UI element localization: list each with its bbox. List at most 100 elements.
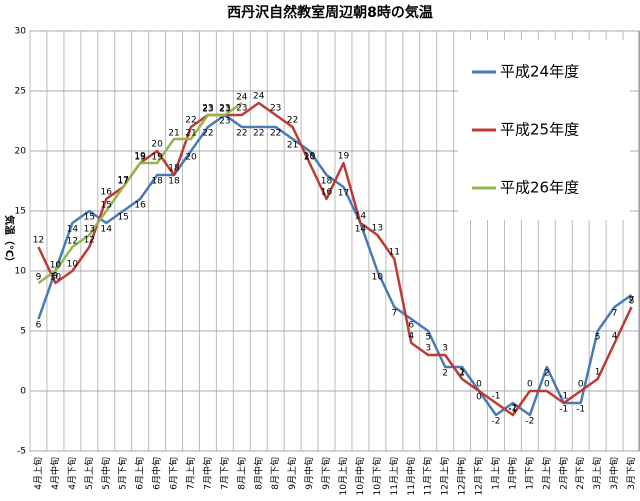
data-label: 11 [389,248,400,258]
data-label: 24 [253,92,265,102]
x-tick-label: 10月上旬 [337,457,349,495]
data-label: 2 [459,369,465,379]
data-label: 14 [355,225,367,235]
data-label: 18 [151,177,163,187]
x-tick-label: 2月中旬 [557,457,569,490]
data-label: 13 [84,225,95,235]
data-label: 23 [202,104,213,114]
data-label: 22 [287,116,298,126]
data-label: 15 [84,213,95,223]
data-label: 12 [67,237,78,247]
data-label: 3 [442,344,448,354]
data-label: 19 [134,152,146,162]
x-tick-label: 11月上旬 [388,457,400,495]
y-tick-label: 5 [20,327,26,337]
data-label: 4 [408,332,414,342]
x-tick-label: 11月中旬 [405,457,417,495]
y-tick-label: 15 [15,207,26,217]
data-label: 22 [185,116,196,126]
x-tick-label: 6月下旬 [168,457,180,490]
x-tick-label: 7月下旬 [218,457,230,490]
data-label: 6 [408,321,414,331]
x-tick-label: 8月中旬 [252,457,264,490]
data-label: 20 [304,153,316,163]
x-tick-label: 4月下旬 [66,457,78,490]
data-label: 7 [629,296,635,306]
data-label: 10 [50,273,62,283]
y-tick-label: -5 [17,447,26,457]
data-label: -1 [559,392,568,402]
data-label: 18 [168,177,180,187]
data-label: 22 [236,129,247,139]
x-tick-label: 12月下旬 [473,457,485,495]
data-label: 22 [253,129,264,139]
data-label: 23 [236,104,247,114]
data-label: 12 [33,236,44,246]
data-label: 0 [578,380,584,390]
x-tick-label: 8月下旬 [269,457,281,490]
x-tick-label: 4月中旬 [49,457,61,490]
data-label: 2 [442,369,448,379]
x-tick-label: 6月上旬 [134,457,146,490]
data-label: -2 [491,417,500,427]
data-label: 9 [53,272,59,282]
data-label: -2 [508,404,517,414]
data-label: 10 [50,261,62,271]
data-label: 24 [236,93,248,103]
x-tick-label: 5月中旬 [100,457,112,490]
x-tick-label: 10月中旬 [354,457,366,495]
data-label: 18 [168,164,180,174]
data-label: 8 [629,297,635,307]
data-label: 4 [612,332,618,342]
data-label: 23 [219,104,230,114]
legend-label: 平成26年度 [500,179,579,197]
data-label: 20 [185,153,197,163]
data-label: 6 [36,321,42,331]
x-tick-label: 2月下旬 [574,457,586,490]
x-tick-label: 12月中旬 [456,457,468,495]
x-tick-label: 5月上旬 [83,457,95,490]
data-label: 21 [168,129,179,139]
series-line [37,101,243,285]
data-label: 16 [321,188,333,198]
data-label: 5 [425,333,431,343]
data-label: 1 [595,368,601,378]
x-tick-label: 5月下旬 [117,457,129,490]
data-label: 23 [270,104,281,114]
data-label: 14 [67,225,79,235]
x-tick-label: 9月上旬 [286,457,298,490]
data-label: 22 [270,129,281,139]
data-label: 23 [202,105,213,115]
data-label: 7 [391,309,397,319]
data-label: 21 [287,141,298,151]
y-tick-label: 10 [15,267,27,277]
y-tick-label: 25 [15,87,26,97]
data-label: 17 [117,176,128,186]
y-tick-label: 20 [15,147,27,157]
x-tick-label: 3月上旬 [591,457,603,490]
y-tick-label: 0 [20,387,26,397]
data-label: 19 [304,152,316,162]
data-label: 1 [459,368,465,378]
x-tick-label: 10月下旬 [371,457,383,495]
data-label: 19 [338,152,350,162]
x-tick-label: 3月中旬 [608,457,620,490]
data-label: 0 [527,380,533,390]
data-label: -2 [525,417,534,427]
data-label: 9 [36,273,42,283]
x-tick-label: 12月上旬 [439,457,451,495]
data-label: 21 [185,129,196,139]
data-label: 17 [338,189,349,199]
data-label: 18 [321,177,333,187]
x-tick-label: 9月中旬 [303,457,315,490]
data-label: 5 [595,333,601,343]
data-label: -1 [508,405,517,415]
data-label: 16 [101,188,113,198]
x-tick-label: 7月中旬 [201,457,213,490]
x-tick-label: 8月上旬 [235,457,247,490]
data-label: 2 [544,369,550,379]
legend-label: 平成25年度 [500,121,579,139]
data-label: 13 [372,224,383,234]
